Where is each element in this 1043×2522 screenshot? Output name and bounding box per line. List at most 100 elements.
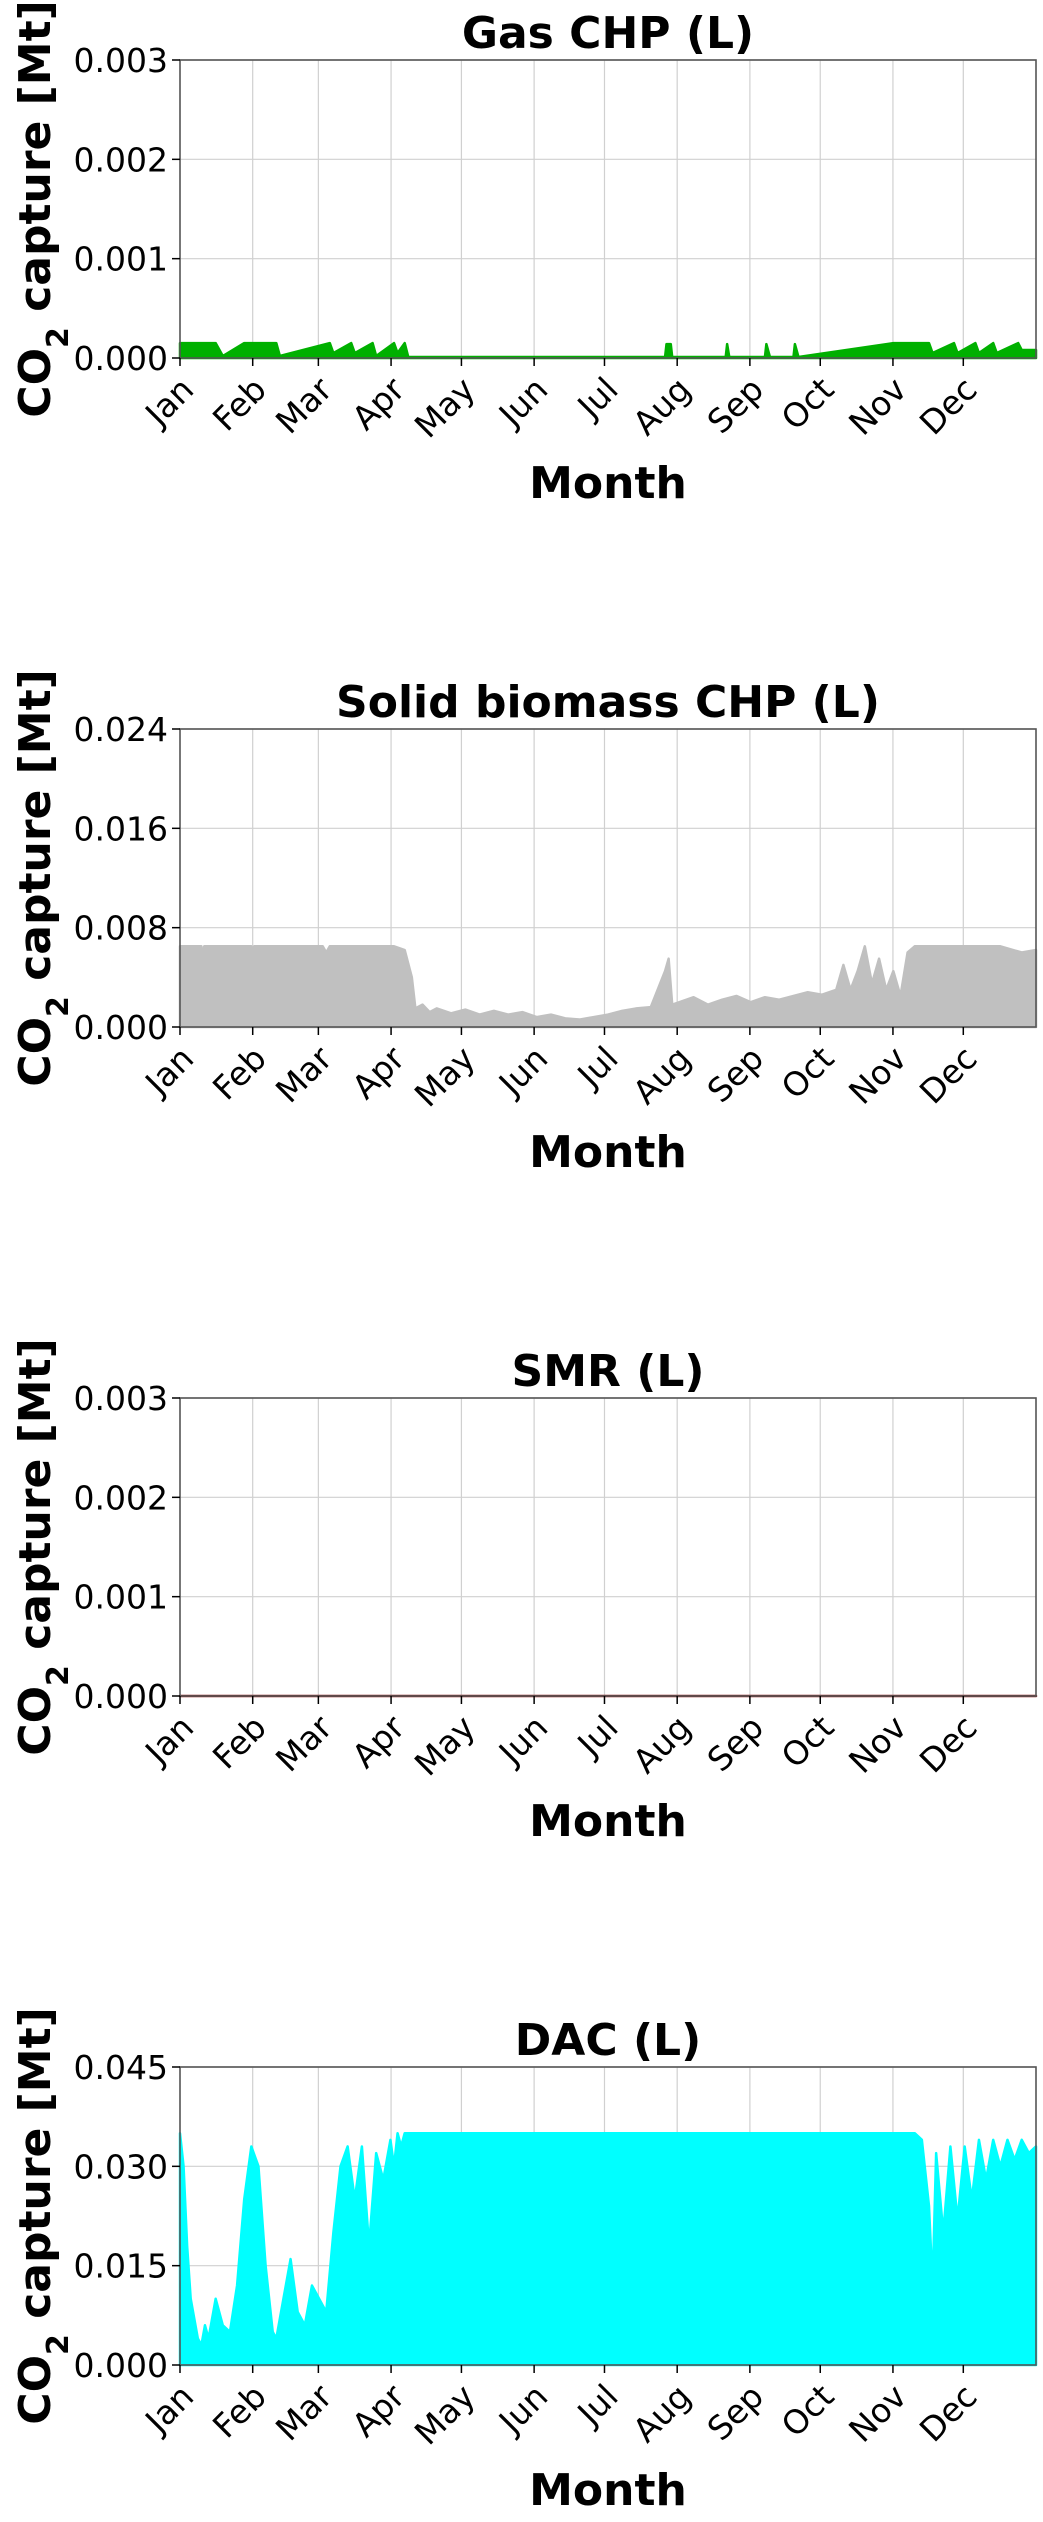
x-tick-label: Jul xyxy=(569,1708,626,1765)
plot-frame xyxy=(179,59,1037,359)
x-tick-label: Mar xyxy=(268,369,340,441)
y-tick-label: 0.002 xyxy=(74,1478,168,1517)
x-tick-label: Feb xyxy=(205,2377,274,2446)
y-axis-label-part: CO xyxy=(10,348,61,418)
y-axis-label: CO2 capture [Mt] xyxy=(10,0,76,417)
x-tick-label: Jan xyxy=(136,1039,201,1104)
y-tick-label: 0.001 xyxy=(74,240,168,279)
y-axis-label-part: CO xyxy=(10,1686,61,1756)
x-tick-label: Apr xyxy=(344,369,412,437)
series-area-1 xyxy=(178,341,1038,360)
y-axis-label-part: capture [Mt] xyxy=(10,2007,61,2334)
plot-frame xyxy=(179,2066,1037,2366)
x-tick-label: Oct xyxy=(774,1708,842,1776)
y-tick-label: 0.002 xyxy=(74,140,168,179)
chart-title: SMR (L) xyxy=(512,1346,705,1397)
x-tick-label: Oct xyxy=(774,370,842,438)
x-tick-label: Jul xyxy=(569,2377,626,2434)
chart-panel-1: Gas CHP (L) 0.000 0.001 0.002 0.003 Jan FebMar… xyxy=(10,0,1038,509)
x-tick-label: Aug xyxy=(625,1039,698,1112)
x-axis-label: Month xyxy=(529,458,687,509)
y-axis-label: CO2 capture [Mt] xyxy=(10,2007,76,2424)
x-tick-label: Mar xyxy=(268,1038,340,1110)
y-tick-label: 0.024 xyxy=(74,710,168,749)
y-tick-label: 0.016 xyxy=(74,809,168,848)
x-tick-label: Sep xyxy=(700,2377,772,2449)
x-tick-label: Sep xyxy=(700,1708,772,1780)
y-axis-label-part: capture [Mt] xyxy=(10,669,61,996)
plot-frame xyxy=(179,728,1037,1028)
x-tick-label: Jun xyxy=(490,2377,555,2442)
x-tick-label: Jun xyxy=(490,1039,555,1104)
x-tick-label: Aug xyxy=(625,2377,698,2450)
x-tick-label: Jul xyxy=(569,1039,626,1096)
x-tick-label: Mar xyxy=(268,2376,340,2448)
x-tick-label: Feb xyxy=(205,1039,274,1108)
x-tick-label: Dec xyxy=(912,2377,985,2450)
x-tick-label: Nov xyxy=(841,2377,914,2450)
x-tick-label: Feb xyxy=(205,1708,274,1777)
x-axis-label: Month xyxy=(529,2465,687,2516)
x-tick-label: Jul xyxy=(569,370,626,427)
plot-frame xyxy=(179,1397,1037,1697)
y-tick-label: 0.000 xyxy=(74,1677,168,1716)
x-tick-label: Oct xyxy=(774,2377,842,2445)
y-tick-label: 0.008 xyxy=(74,909,168,948)
x-tick-label: Apr xyxy=(344,2376,412,2444)
x-tick-label: Sep xyxy=(700,1039,772,1111)
x-tick-label: Apr xyxy=(344,1038,412,1106)
x-tick-label: Aug xyxy=(625,370,698,443)
y-tick-label: 0.045 xyxy=(74,2048,168,2087)
x-tick-label: Nov xyxy=(841,1708,914,1781)
chart-title: DAC (L) xyxy=(515,2015,701,2066)
y-tick-label: 0.000 xyxy=(74,1008,168,1047)
x-tick-label: Nov xyxy=(841,370,914,443)
x-tick-label: Sep xyxy=(700,370,772,442)
y-tick-label: 0.003 xyxy=(74,41,168,80)
chart-title: Solid biomass CHP (L) xyxy=(336,677,880,728)
y-tick-label: 0.000 xyxy=(74,339,168,378)
y-axis-label-part: capture [Mt] xyxy=(10,1338,61,1665)
x-tick-label: Aug xyxy=(625,1708,698,1781)
x-tick-label: May xyxy=(407,1039,483,1115)
x-axis-label: Month xyxy=(529,1796,687,1847)
x-tick-label: May xyxy=(407,1708,483,1784)
y-tick-label: 0.003 xyxy=(74,1379,168,1418)
x-tick-label: Jun xyxy=(490,1708,555,1773)
x-tick-label: May xyxy=(407,2377,483,2453)
x-tick-label: Dec xyxy=(912,1708,985,1781)
y-tick-label: 0.000 xyxy=(74,2346,168,2385)
series-area-1 xyxy=(178,945,1038,1029)
x-tick-label: Jan xyxy=(136,1708,201,1773)
y-axis-label-subscript: 2 xyxy=(41,327,76,348)
chart-title: Gas CHP (L) xyxy=(462,8,754,59)
x-tick-label: Jun xyxy=(490,370,555,435)
x-tick-label: Oct xyxy=(774,1039,842,1107)
y-axis-label: CO2 capture [Mt] xyxy=(10,1338,76,1755)
y-tick-label: 0.015 xyxy=(74,2247,168,2286)
y-axis-label: CO2 capture [Mt] xyxy=(10,669,76,1086)
x-axis-label: Month xyxy=(529,1127,687,1178)
y-axis-label-part: CO xyxy=(10,1017,61,1087)
series-area-1 xyxy=(178,2131,1038,2367)
x-tick-label: Feb xyxy=(205,370,274,439)
x-tick-label: Mar xyxy=(268,1707,340,1779)
x-tick-label: Jan xyxy=(136,370,201,435)
x-tick-label: May xyxy=(407,370,483,446)
y-axis-label-subscript: 2 xyxy=(41,996,76,1017)
y-axis-label-part: capture [Mt] xyxy=(10,0,61,327)
y-axis-label-part: CO xyxy=(10,2355,61,2425)
y-axis-label-subscript: 2 xyxy=(41,2334,76,2355)
y-axis-label-subscript: 2 xyxy=(41,1665,76,1686)
x-tick-label: Apr xyxy=(344,1707,412,1775)
x-tick-label: Jan xyxy=(136,2377,201,2442)
y-tick-label: 0.030 xyxy=(74,2147,168,2186)
x-tick-label: Dec xyxy=(912,1039,985,1112)
x-tick-label: Dec xyxy=(912,370,985,443)
y-tick-label: 0.001 xyxy=(74,1578,168,1617)
x-tick-label: Nov xyxy=(841,1039,914,1112)
chart-panel-2: Solid biomass CHP (L) 0.000 0.008 0.016 0.02… xyxy=(10,669,1038,1178)
